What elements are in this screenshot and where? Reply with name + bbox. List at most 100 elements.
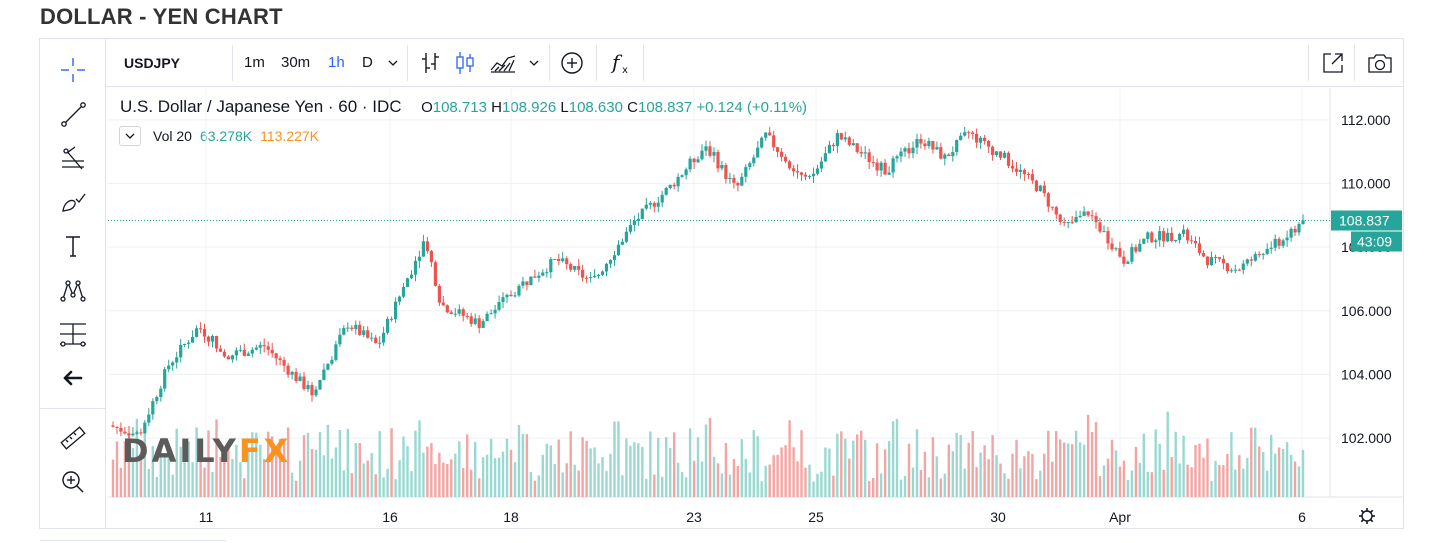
volume-bar: [673, 432, 676, 497]
candle-body: [692, 158, 696, 163]
toolbar-divider: [232, 45, 233, 81]
brush-icon[interactable]: [54, 183, 92, 221]
candle-body: [433, 262, 437, 286]
candle-body: [855, 143, 859, 153]
volume-bar: [350, 473, 353, 497]
interval-d[interactable]: D: [362, 54, 373, 71]
legend-collapse-button[interactable]: [119, 126, 141, 146]
volume-bar: [171, 474, 174, 497]
trend-line-icon[interactable]: [54, 95, 92, 133]
volume-bar: [824, 447, 827, 497]
fib-icon[interactable]: [54, 139, 92, 177]
candle-body: [620, 241, 624, 245]
volume-bar: [987, 459, 990, 497]
volume-bar: [163, 454, 166, 497]
candle-body: [987, 140, 991, 147]
volume-bar: [1082, 444, 1086, 497]
candle-body: [760, 137, 764, 148]
candle-body: [1014, 168, 1019, 172]
measure-icon[interactable]: [54, 315, 92, 353]
volume-bar: [1202, 457, 1205, 497]
toolbar-divider: [407, 45, 408, 81]
volume-bar: [967, 442, 970, 497]
settings-gear-icon[interactable]: [1359, 508, 1375, 524]
chevron-down-icon[interactable]: [528, 39, 540, 86]
candle-body: [1162, 231, 1166, 242]
volume-bar: [290, 472, 294, 497]
volume-bar: [537, 475, 540, 497]
volume-bar: [207, 430, 210, 497]
candle-body: [465, 316, 469, 317]
volume-bar: [135, 418, 139, 497]
volume-bar: [119, 467, 123, 497]
interval-30m[interactable]: 30m: [281, 54, 311, 71]
time-tick-label: 16: [382, 509, 398, 525]
candle-body: [409, 274, 414, 279]
zoom-icon[interactable]: [54, 463, 92, 501]
candle-body: [811, 173, 816, 177]
candle-body: [318, 379, 322, 390]
volume-bar: [708, 418, 712, 497]
candle-body: [274, 353, 278, 359]
candle-body: [847, 137, 851, 145]
price-tick-label: 104.000: [1341, 366, 1392, 382]
candle-body: [895, 156, 899, 159]
text-icon[interactable]: [54, 227, 92, 265]
volume-bar: [478, 478, 481, 497]
candle-body: [907, 148, 911, 154]
candle-body: [716, 152, 720, 169]
chevron-down-icon[interactable]: [387, 39, 399, 86]
candle-body: [839, 133, 843, 140]
candle-body: [115, 426, 119, 428]
interval-1h[interactable]: 1h: [328, 54, 345, 71]
volume-bar: [1258, 446, 1261, 497]
interval-1m[interactable]: 1m: [244, 54, 265, 71]
volume-bar: [879, 473, 883, 497]
pattern-icon[interactable]: [54, 271, 92, 309]
volume-bar: [322, 455, 326, 497]
candle-body: [167, 365, 171, 370]
legend-title: U.S. Dollar / Japanese Yen · 60 · IDC: [120, 97, 402, 116]
back-arrow-icon[interactable]: [54, 359, 92, 397]
toolbar-divider: [643, 45, 644, 81]
volume-bar: [438, 452, 441, 497]
candle-body: [589, 277, 593, 279]
bar-style-icon[interactable]: [419, 39, 441, 86]
volume-bar: [1067, 443, 1070, 497]
candle-body: [1289, 228, 1293, 238]
camera-icon[interactable]: [1366, 39, 1394, 86]
crosshair-icon[interactable]: [54, 51, 92, 89]
ruler-icon[interactable]: [54, 419, 92, 457]
volume-bar: [1242, 468, 1245, 497]
volume-bar: [943, 473, 946, 497]
volume-bar: [533, 480, 537, 497]
volume-bar: [800, 430, 803, 497]
candle-body: [1174, 240, 1178, 241]
volume-bar: [151, 446, 154, 497]
candle-body: [354, 324, 358, 329]
volume-bar: [298, 460, 302, 497]
candle-body: [1186, 229, 1190, 241]
fullscreen-icon[interactable]: [1320, 39, 1346, 86]
volume-bar: [418, 420, 421, 497]
volume-bar: [744, 458, 747, 497]
candle-body: [1285, 237, 1289, 241]
candle-body: [624, 231, 628, 242]
volume-legend: Vol 20 63.278K 113.227K: [119, 126, 319, 146]
area-style-icon[interactable]: [489, 39, 517, 86]
candle-body: [461, 309, 465, 316]
volume-bar: [123, 441, 127, 497]
candle-body: [680, 175, 684, 177]
candle-style-icon[interactable]: [454, 39, 476, 86]
volume-bar: [756, 436, 759, 497]
symbol-search-button[interactable]: USDJPY: [124, 39, 180, 86]
volume-value-2: 113.227K: [260, 128, 320, 144]
candle-body: [1026, 174, 1030, 175]
candle-body: [740, 176, 744, 186]
candle-body: [732, 177, 736, 183]
add-compare-icon[interactable]: [559, 39, 585, 86]
candle-body: [266, 346, 270, 350]
price-tick-label: 102.000: [1341, 430, 1392, 446]
